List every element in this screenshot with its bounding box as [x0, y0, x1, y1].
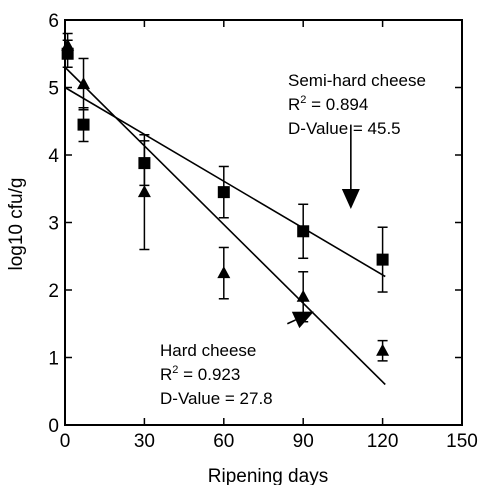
triangle-marker — [61, 38, 75, 51]
x-tick-label: 150 — [446, 431, 478, 452]
semi-hard-label: Semi-hard cheese — [288, 71, 426, 90]
hard-r2: R2 = 0.923 — [160, 364, 240, 384]
x-tick-label: 120 — [367, 431, 399, 452]
y-axis-title: log10 cfu/g — [6, 178, 27, 271]
y-tick-label: 6 — [48, 11, 59, 32]
arrow-head — [291, 311, 314, 329]
annotation-arrows — [286, 124, 360, 329]
y-tick-label: 5 — [48, 79, 59, 100]
square-marker — [61, 47, 74, 60]
square-marker — [77, 118, 90, 131]
x-tick-label: 90 — [293, 431, 314, 452]
y-tick-label: 1 — [48, 349, 59, 370]
triangle-marker — [217, 266, 231, 279]
square-marker — [376, 253, 389, 266]
arrow-shaft — [286, 319, 296, 325]
square-marker — [217, 186, 230, 199]
x-tick-label: 0 — [60, 431, 71, 452]
y-tick-label: 4 — [48, 146, 59, 167]
x-tick-label: 30 — [134, 431, 155, 452]
arrow-head — [341, 189, 360, 209]
y-tick-label: 3 — [48, 214, 59, 235]
axes: 0 30 60 90 120 150 0 1 2 3 4 5 6 — [48, 11, 477, 452]
square-marker — [297, 225, 310, 238]
fit-lines — [64, 66, 386, 386]
square-marker — [138, 157, 151, 170]
hard-dvalue: D-Value = 27.8 — [160, 389, 273, 408]
triangle-marker — [296, 289, 310, 302]
triangle-marker — [376, 343, 390, 356]
triangle-marker — [77, 77, 91, 90]
fit-line-triangle — [64, 66, 386, 386]
x-tick-label: 60 — [213, 431, 234, 452]
hard-label: Hard cheese — [160, 341, 256, 360]
y-tick-label: 0 — [48, 416, 59, 437]
y-tick-label: 2 — [48, 281, 59, 302]
triangle-marker — [137, 185, 151, 198]
data-markers — [61, 38, 390, 356]
semi-hard-r2: R2 = 0.894 — [288, 94, 368, 114]
semi-hard-dvalue: D-Value = 45.5 — [288, 119, 401, 138]
x-axis-title: Ripening days — [208, 466, 328, 485]
